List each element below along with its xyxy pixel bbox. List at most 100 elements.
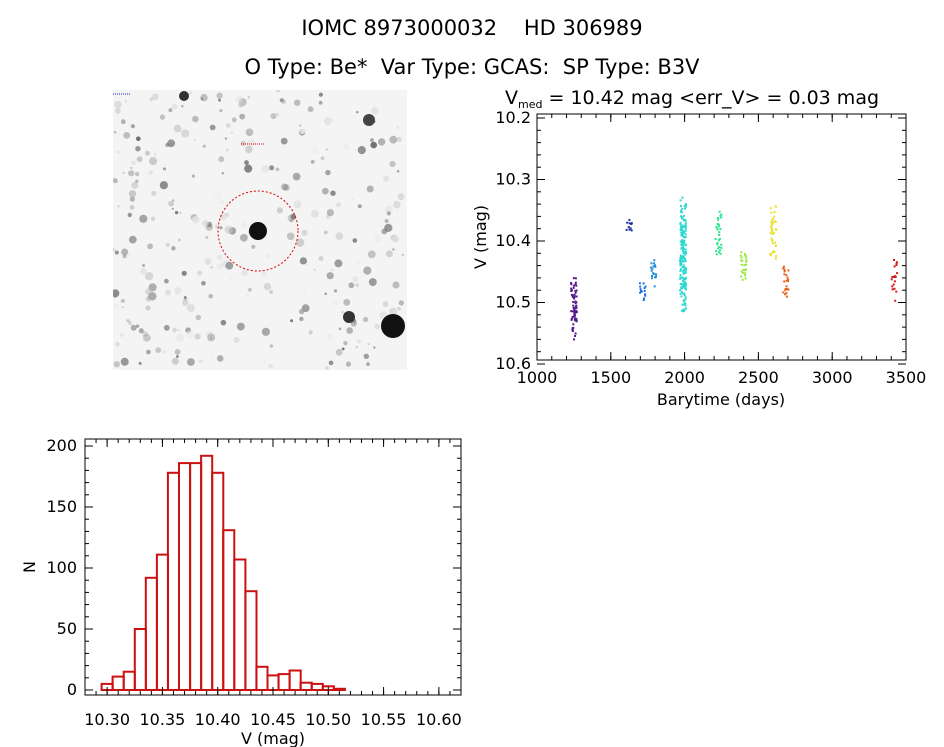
lc-point (643, 297, 645, 300)
lc-point (679, 258, 682, 261)
field-star (171, 207, 174, 210)
lc-point (718, 246, 721, 249)
lc-point (785, 285, 788, 288)
bright-star (363, 114, 375, 126)
field-star (129, 205, 135, 210)
field-star (330, 190, 336, 196)
lc-point (683, 286, 686, 289)
field-star (286, 232, 295, 241)
lc-point (769, 253, 772, 255)
lc-point (769, 207, 772, 210)
lc-point (681, 207, 684, 210)
field-star (318, 92, 323, 97)
field-star (113, 130, 117, 134)
field-star (367, 250, 376, 259)
lc-point (774, 205, 777, 208)
field-star (345, 361, 352, 367)
lc-point (571, 294, 574, 297)
lc-point (652, 272, 655, 275)
lc-point (682, 246, 685, 249)
lc-point (680, 268, 682, 271)
lc-point (680, 256, 683, 258)
field-star (127, 212, 132, 218)
lc-point (570, 310, 573, 313)
field-star (299, 308, 305, 315)
field-star (299, 124, 302, 127)
field-star (247, 138, 256, 147)
field-star (114, 100, 122, 109)
lc-point (682, 282, 685, 285)
field-star (216, 263, 223, 270)
lc-point (573, 297, 576, 300)
lc-point (679, 283, 682, 285)
field-star (228, 277, 233, 281)
field-star (120, 357, 129, 366)
lc-point (644, 293, 646, 296)
lc-point (571, 315, 574, 318)
lc-point (575, 284, 578, 287)
lc-point (783, 270, 786, 273)
field-star (261, 164, 270, 173)
lc-point (650, 266, 652, 269)
lc-point (572, 301, 575, 303)
field-star (383, 175, 390, 182)
lc-point (783, 280, 786, 283)
field-star (386, 211, 391, 216)
lc-point (785, 274, 788, 277)
field-star (281, 99, 286, 104)
lc-point (786, 287, 789, 290)
lc-point (787, 269, 790, 272)
lc-point (679, 254, 682, 257)
lc-point (682, 255, 685, 258)
field-star (219, 200, 224, 205)
field-star (289, 219, 293, 223)
field-star (262, 359, 267, 364)
lc-point (570, 287, 573, 290)
field-star (368, 278, 377, 287)
lc-xtick-label: 2500 (738, 368, 779, 387)
lc-point (775, 255, 778, 258)
lc-point (744, 274, 747, 277)
lc-point (740, 270, 743, 273)
field-star (363, 316, 369, 323)
lc-point (771, 228, 774, 231)
lc-point (683, 257, 686, 260)
field-star (168, 200, 174, 207)
field-star (293, 200, 302, 209)
lc-point (714, 238, 717, 240)
lc-point (890, 278, 893, 281)
field-star (301, 229, 308, 236)
chart-title-line2: O Type: Be* Var Type: GCAS: SP Type: B3V (244, 55, 700, 79)
lc-point (680, 287, 683, 290)
field-star (276, 207, 283, 214)
field-star (352, 276, 359, 283)
lc-point (644, 294, 647, 297)
lc-point (575, 317, 578, 320)
lc-point (681, 234, 684, 237)
field-star (176, 328, 180, 332)
lc-point (891, 285, 894, 288)
field-star (247, 96, 250, 99)
field-star (121, 306, 124, 309)
lc-point (745, 263, 747, 266)
field-star (206, 331, 213, 338)
lc-point (628, 222, 631, 225)
lc-point (642, 299, 645, 302)
lc-point (685, 244, 687, 247)
field-star (303, 289, 306, 292)
lc-point (716, 223, 719, 225)
field-star (121, 248, 129, 256)
lc-point (650, 277, 653, 280)
lc-point (572, 277, 575, 280)
field-star (325, 366, 329, 370)
lc-point (892, 283, 895, 286)
lc-point (893, 265, 896, 268)
lc-point (718, 210, 721, 213)
field-star (138, 361, 142, 365)
field-star (219, 108, 223, 113)
lc-point (654, 265, 657, 268)
lc-point (785, 295, 788, 298)
field-star (131, 181, 139, 189)
field-star (154, 153, 157, 156)
lc-point (771, 223, 774, 226)
